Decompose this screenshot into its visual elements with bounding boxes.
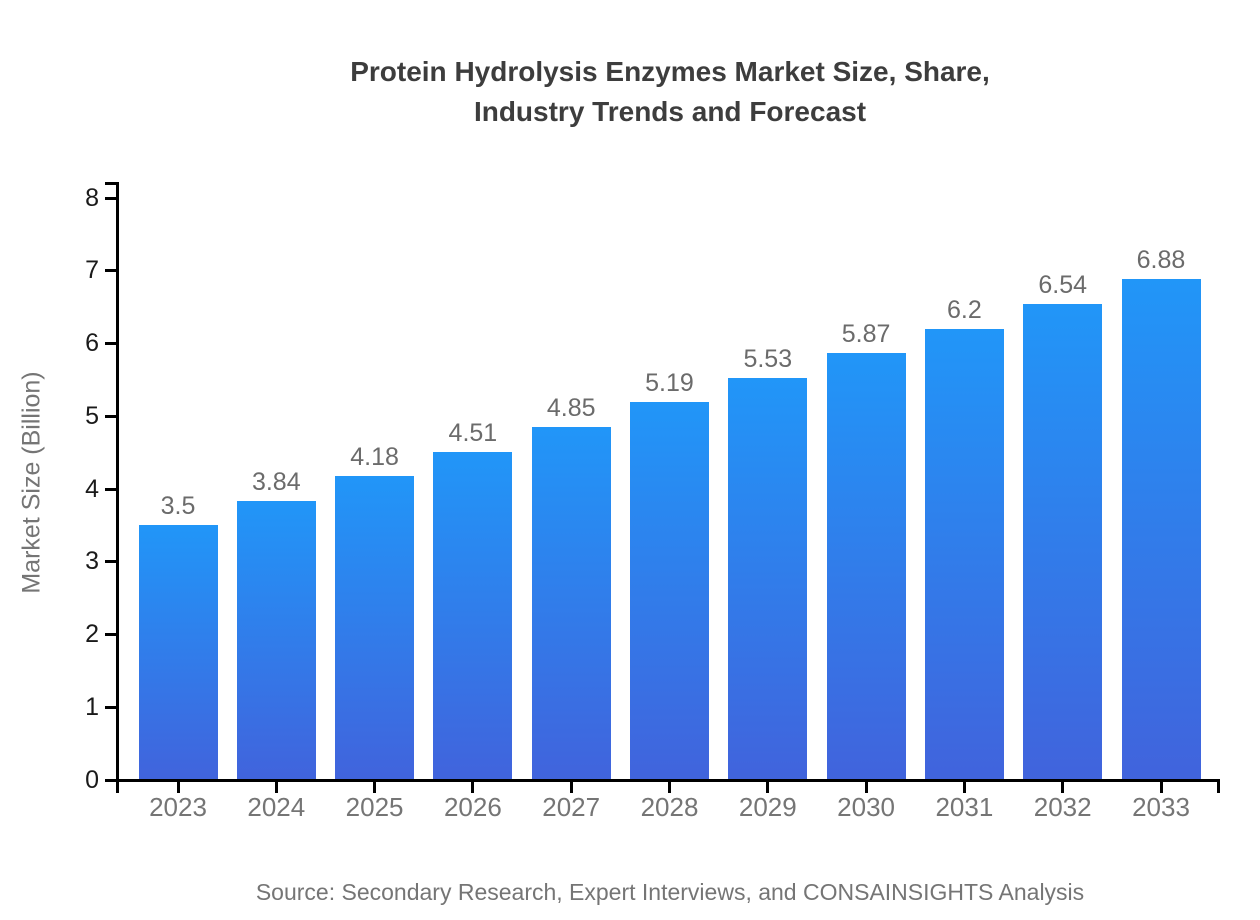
x-tick-label: 2029 bbox=[738, 792, 797, 822]
x-tick-label: 2031 bbox=[935, 792, 994, 822]
y-tick-label: 2 bbox=[85, 620, 99, 648]
bar-2029 bbox=[728, 377, 808, 782]
bar-value-label: 4.85 bbox=[546, 394, 596, 423]
bar-2031 bbox=[924, 328, 1004, 782]
x-tick-label: 2033 bbox=[1132, 792, 1190, 822]
x-tick-label: 2025 bbox=[345, 792, 404, 822]
x-tick-label: 2030 bbox=[837, 792, 896, 822]
x-tick-label: 2027 bbox=[542, 792, 601, 822]
source-note: Source: Secondary Research, Expert Inter… bbox=[255, 879, 1085, 905]
y-tick bbox=[105, 778, 116, 782]
bar-2023 bbox=[138, 525, 218, 782]
chart-title-line2: Industry Trends and Forecast bbox=[473, 96, 867, 127]
y-tick bbox=[105, 487, 116, 491]
y-tick-label: 5 bbox=[85, 401, 99, 430]
y-tick-label: 0 bbox=[85, 765, 99, 794]
bar-2033 bbox=[1121, 279, 1201, 782]
x-axis-origin-tick bbox=[116, 782, 119, 793]
y-tick bbox=[105, 633, 116, 636]
y-axis-line bbox=[116, 182, 119, 782]
y-tick-label: 4 bbox=[85, 474, 99, 503]
y-tick-label: 3 bbox=[85, 547, 99, 576]
x-tick bbox=[569, 782, 573, 793]
x-axis-end-tick bbox=[1217, 782, 1220, 793]
bar-value-label: 6.88 bbox=[1136, 246, 1186, 275]
x-tick-label: 2026 bbox=[443, 792, 502, 822]
y-tick bbox=[105, 705, 116, 709]
x-tick bbox=[962, 782, 966, 793]
x-tick bbox=[471, 782, 475, 793]
x-tick bbox=[373, 782, 377, 793]
bar-2025 bbox=[335, 475, 415, 782]
y-axis-end-tick bbox=[105, 182, 116, 185]
bar-2030 bbox=[826, 352, 906, 782]
x-tick bbox=[176, 782, 180, 793]
x-tick bbox=[864, 782, 868, 793]
x-tick bbox=[1159, 782, 1163, 793]
y-tick-label: 6 bbox=[85, 329, 99, 357]
bar-value-label: 3.5 bbox=[160, 492, 196, 521]
bar-2032 bbox=[1023, 304, 1103, 782]
x-tick bbox=[274, 782, 278, 793]
y-tick-label: 1 bbox=[85, 692, 99, 721]
y-tick-label: 8 bbox=[85, 183, 99, 212]
bar-value-label: 4.51 bbox=[448, 418, 498, 447]
bar-value-label: 5.53 bbox=[743, 344, 793, 373]
y-tick bbox=[105, 269, 116, 273]
y-tick-label: 7 bbox=[85, 256, 99, 285]
chart-title: Protein Hydrolysis Enzymes Market Size, … bbox=[80, 52, 1260, 132]
bar-value-label: 5.87 bbox=[841, 319, 891, 348]
bar-2026 bbox=[433, 451, 513, 782]
x-tick-label: 2024 bbox=[247, 792, 306, 822]
x-tick bbox=[1061, 782, 1065, 793]
y-tick bbox=[105, 342, 116, 345]
x-tick-label: 2028 bbox=[640, 792, 699, 822]
bar-value-label: 4.18 bbox=[350, 442, 399, 471]
chart-title-line1: Protein Hydrolysis Enzymes Market Size, … bbox=[350, 56, 990, 87]
x-tick bbox=[668, 782, 671, 793]
bar-value-label: 6.54 bbox=[1038, 271, 1088, 300]
bar-2027 bbox=[531, 427, 611, 782]
x-axis-line bbox=[116, 779, 1220, 782]
x-tick-label: 2032 bbox=[1033, 792, 1092, 822]
bar-value-label: 5.19 bbox=[645, 369, 694, 398]
x-tick-label: 2023 bbox=[149, 792, 207, 822]
x-tick bbox=[766, 782, 770, 793]
bar-value-label: 6.2 bbox=[947, 295, 982, 324]
bar-value-label: 3.84 bbox=[251, 467, 301, 496]
bar-2028 bbox=[630, 402, 709, 782]
y-tick bbox=[105, 560, 116, 564]
y-tick bbox=[105, 196, 116, 200]
y-tick bbox=[105, 414, 116, 418]
bar-2024 bbox=[236, 500, 316, 782]
